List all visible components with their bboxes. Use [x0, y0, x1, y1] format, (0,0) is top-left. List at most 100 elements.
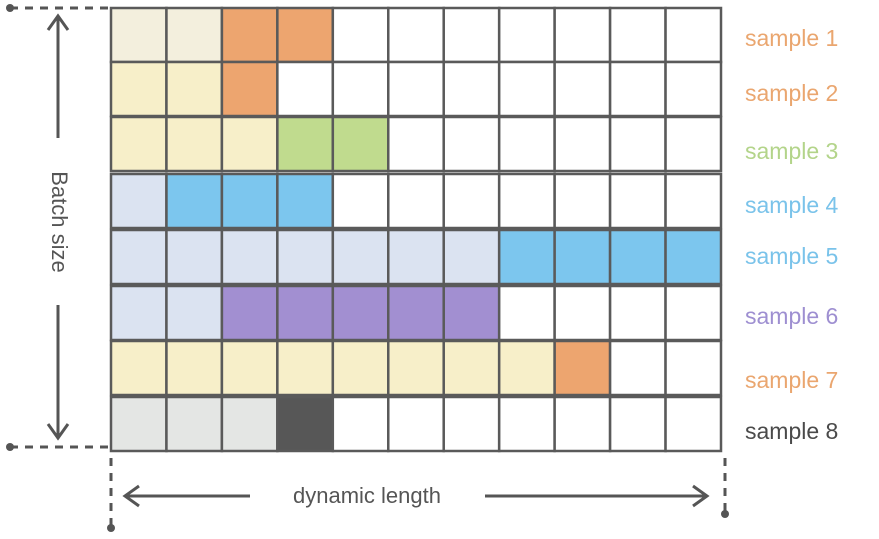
padding-cell	[387, 172, 445, 230]
token-cell	[331, 339, 390, 397]
right-length-marker-dot	[721, 510, 729, 518]
token-cell	[109, 115, 168, 173]
left-length-marker-dot	[107, 524, 115, 532]
batch-size-arrow	[46, 13, 70, 441]
token-cell	[276, 395, 335, 453]
token-cell	[220, 115, 279, 173]
token-cell	[276, 339, 335, 397]
token-cell	[608, 228, 667, 286]
token-cell	[553, 339, 612, 397]
padding-cell	[331, 395, 390, 453]
padding-cell	[497, 284, 556, 342]
top-dashed-marker-dot	[6, 4, 14, 12]
token-cell	[497, 339, 556, 397]
padding-cell	[553, 6, 612, 64]
token-cell	[165, 228, 224, 286]
token-cell	[109, 339, 168, 397]
sample-label: sample 2	[745, 80, 838, 106]
token-cell	[165, 284, 224, 342]
padding-cell	[553, 115, 612, 173]
padding-cell	[497, 60, 556, 118]
padding-cell	[387, 6, 445, 64]
token-cell	[276, 172, 335, 230]
token-cell	[664, 228, 723, 286]
padding-cell	[497, 172, 556, 230]
padding-cell	[331, 172, 390, 230]
token-cell	[220, 339, 279, 397]
padding-cell	[608, 284, 667, 342]
padding-cell	[553, 172, 612, 230]
token-cell	[220, 60, 279, 118]
token-cell	[220, 6, 279, 64]
token-cell	[387, 339, 445, 397]
token-cell	[165, 172, 224, 230]
padding-cell	[442, 6, 501, 64]
sample-labels: sample 1 sample 2 sample 3 sample 4 sample 5…	[745, 25, 839, 444]
padding-cell	[664, 60, 723, 118]
padding-cell	[553, 60, 612, 118]
padding-cell	[664, 6, 723, 64]
token-cell	[442, 339, 501, 397]
padding-cell	[664, 395, 723, 453]
padding-cell	[331, 6, 390, 64]
padding-cell	[608, 60, 667, 118]
token-cell	[387, 284, 445, 342]
token-grid	[109, 6, 723, 453]
padding-cell	[664, 284, 723, 342]
padding-cell	[608, 6, 667, 64]
token-cell	[331, 228, 390, 286]
token-cell	[220, 284, 279, 342]
padding-cell	[664, 115, 723, 173]
token-cell	[220, 395, 279, 453]
token-cell	[276, 115, 335, 173]
padding-cell	[608, 172, 667, 230]
padding-cell	[387, 60, 445, 118]
token-cell	[109, 60, 168, 118]
padding-cell	[497, 115, 556, 173]
dynamic-length-arrow	[122, 484, 710, 508]
padding-cell	[442, 60, 501, 118]
dynamic-length-label: dynamic length	[293, 483, 441, 508]
padding-cell	[442, 115, 501, 173]
token-cell	[553, 228, 612, 286]
padding-cell	[387, 395, 445, 453]
padding-cell	[553, 284, 612, 342]
padding-cell	[442, 172, 501, 230]
padding-cell	[553, 395, 612, 453]
padding-cell	[497, 6, 556, 64]
token-cell	[165, 395, 224, 453]
token-cell	[165, 60, 224, 118]
token-cell	[109, 284, 168, 342]
bottom-dashed-marker-dot	[6, 443, 14, 451]
padding-cell	[497, 395, 556, 453]
padding-cell	[276, 60, 335, 118]
sample-label: sample 3	[745, 138, 838, 164]
padding-cell	[608, 395, 667, 453]
token-cell	[497, 228, 556, 286]
token-cell	[331, 284, 390, 342]
sample-label: sample 8	[745, 418, 838, 444]
padding-cell	[331, 60, 390, 118]
token-cell	[165, 115, 224, 173]
batch-size-label: Batch size	[47, 171, 72, 273]
token-cell	[109, 172, 168, 230]
sample-label: sample 5	[745, 243, 838, 269]
token-cell	[165, 339, 224, 397]
token-cell	[220, 172, 279, 230]
sample-label: sample 7	[745, 367, 838, 393]
sample-label: sample 1	[745, 25, 838, 51]
padding-cell	[387, 115, 445, 173]
padding-cell	[442, 395, 501, 453]
sample-label: sample 6	[745, 303, 838, 329]
token-cell	[165, 6, 224, 64]
token-cell	[276, 228, 335, 286]
token-cell	[109, 228, 168, 286]
sample-label: sample 4	[745, 192, 839, 218]
token-cell	[442, 228, 501, 286]
token-cell	[109, 395, 168, 453]
padding-cell	[664, 339, 723, 397]
padding-cell	[664, 172, 723, 230]
token-cell	[276, 6, 335, 64]
token-cell	[387, 228, 445, 286]
